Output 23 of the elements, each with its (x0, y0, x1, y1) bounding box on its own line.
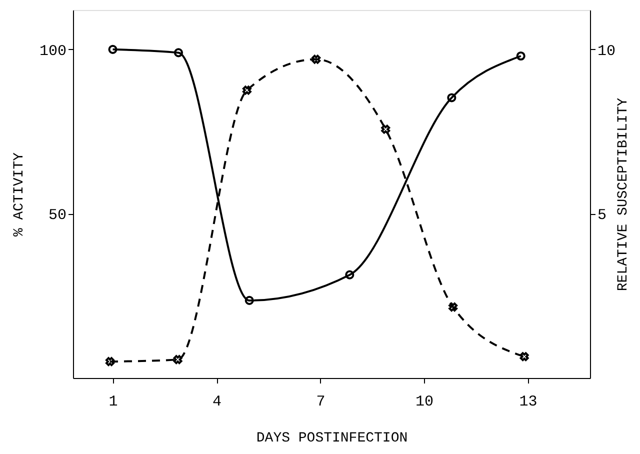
point (173, 355, 182, 364)
point (106, 357, 115, 366)
point (447, 93, 456, 102)
y-tick-label: 50 (48, 207, 66, 224)
x-tick-label: 1 (108, 394, 118, 410)
x-tick-label: 7 (316, 394, 326, 410)
x-tick-label: 10 (416, 394, 434, 410)
x-tick-label: 4 (212, 394, 222, 410)
point (345, 270, 354, 280)
y2-axis-title: RELATIVE SUSCEPTIBILITY (616, 97, 632, 292)
y-tick-label: 100 (39, 42, 66, 60)
point (174, 48, 184, 58)
y2-tick-label: 5 (598, 207, 607, 224)
point (520, 352, 529, 362)
x-axis-title: DAYS POSTINFECTION (256, 430, 408, 446)
point (242, 86, 252, 95)
point (312, 54, 321, 64)
x-tick-label: 13 (519, 394, 538, 410)
point (244, 296, 254, 305)
point (448, 302, 458, 312)
y2-tick-label: 10 (598, 42, 616, 60)
y-axis-title: % ACTIVITY (11, 152, 28, 237)
point (381, 124, 390, 134)
